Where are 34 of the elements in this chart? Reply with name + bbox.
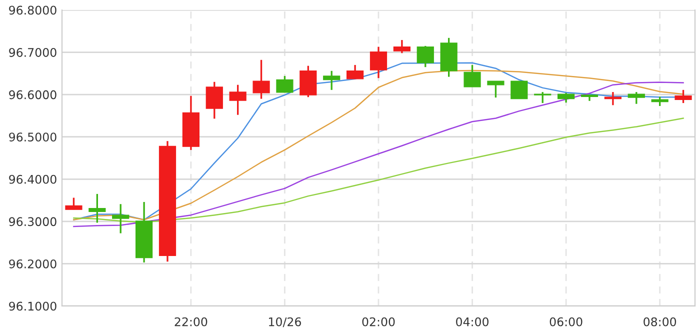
- y-tick-label: 96.5000: [9, 132, 56, 142]
- x-tick-label: 10/26: [269, 317, 301, 328]
- candlestick: [464, 64, 481, 88]
- y-tick-label: 96.6000: [9, 90, 56, 100]
- candlestick: [534, 91, 552, 104]
- candlestick: [88, 193, 106, 224]
- x-tick-label: 22:00: [174, 317, 208, 326]
- candlestick: [229, 84, 246, 116]
- y-tick-label: 96.3000: [9, 217, 56, 226]
- candlestick: [112, 203, 130, 234]
- y-tick-label: 96.7000: [9, 48, 56, 57]
- x-tick-label: 02:00: [362, 317, 395, 326]
- candlestick: [416, 45, 434, 68]
- line-series: [73, 118, 684, 223]
- x-tick-label: 08:00: [644, 317, 676, 326]
- x-tick-label: 06:00: [550, 317, 582, 326]
- candlestick: [510, 80, 528, 100]
- candlestick: [370, 46, 388, 79]
- x-tick-label: 04:00: [456, 317, 489, 326]
- candlestick: [674, 89, 692, 104]
- candlestick: [252, 59, 270, 100]
- candlestick: [65, 196, 82, 210]
- candlestick: [346, 64, 364, 80]
- y-tick-label: 96.2000: [9, 259, 56, 268]
- candlestick: [206, 81, 223, 120]
- y-tick-label: 96.1000: [9, 302, 56, 311]
- candlestick: [487, 80, 504, 98]
- y-tick-label: 96.4000: [9, 174, 56, 184]
- candlestick: [628, 91, 645, 105]
- candlestick: [393, 39, 410, 54]
- candlestick: [323, 70, 340, 91]
- candlestick: [558, 92, 575, 104]
- candlestick: [276, 75, 294, 94]
- y-tick-label: 96.8000: [9, 6, 56, 15]
